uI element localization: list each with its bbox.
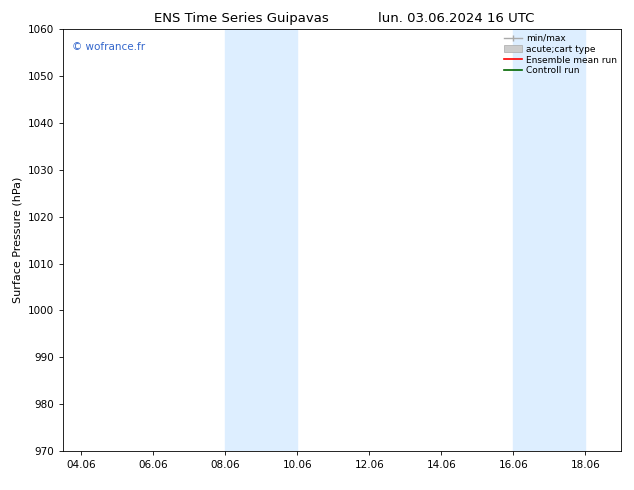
Text: lun. 03.06.2024 16 UTC: lun. 03.06.2024 16 UTC (378, 12, 534, 25)
Bar (514, 29, 585, 451)
Y-axis label: Surface Pressure (hPa): Surface Pressure (hPa) (13, 177, 23, 303)
Text: ENS Time Series Guipavas: ENS Time Series Guipavas (153, 12, 328, 25)
Bar (225, 29, 297, 451)
Legend: min/max, acute;cart type, Ensemble mean run, Controll run: min/max, acute;cart type, Ensemble mean … (502, 32, 619, 77)
Text: © wofrance.fr: © wofrance.fr (72, 42, 145, 52)
